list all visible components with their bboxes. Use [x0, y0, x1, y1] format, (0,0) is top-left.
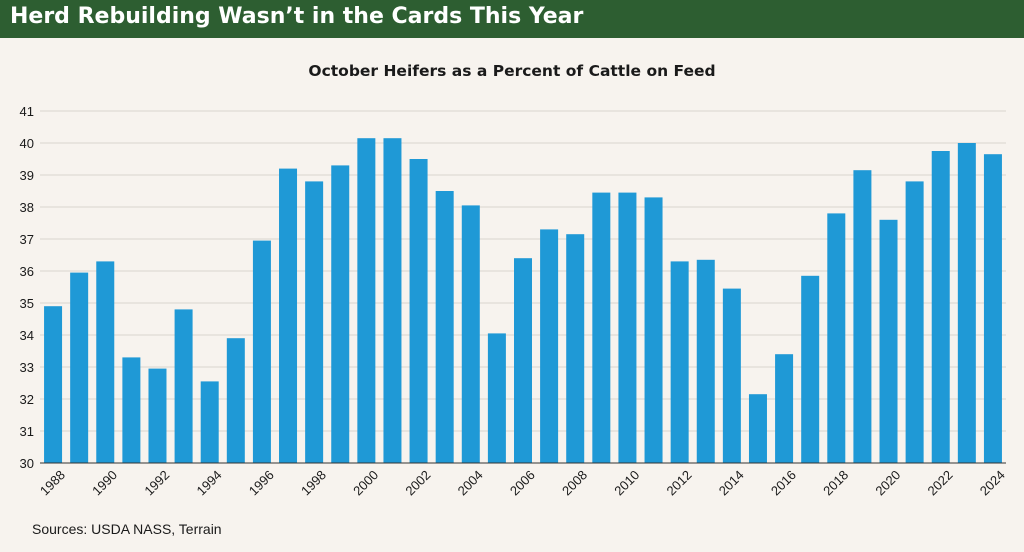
bar-1990	[96, 261, 115, 463]
x-tick-label: 2018	[820, 467, 851, 498]
x-tick-label: 2008	[559, 467, 590, 498]
source-note: Sources: USDA NASS, Terrain	[32, 521, 222, 537]
x-tick-label: 2012	[663, 467, 694, 498]
x-tick-label: 1992	[141, 467, 172, 498]
x-tick-label: 2010	[611, 467, 642, 498]
bar-1991	[122, 357, 141, 463]
page-title: Herd Rebuilding Wasn’t in the Cards This…	[10, 4, 584, 29]
x-tick-label: 1994	[194, 467, 225, 498]
chart-title: October Heifers as a Percent of Cattle o…	[308, 62, 716, 80]
x-tick-label: 1990	[89, 467, 120, 498]
bar-2017	[801, 275, 820, 463]
x-tick-label: 2022	[925, 467, 956, 498]
bar-2015	[748, 394, 767, 463]
x-tick-label: 1996	[246, 467, 277, 498]
bar-2001	[383, 138, 402, 463]
bar-2008	[566, 234, 585, 463]
y-tick-label: 41	[20, 104, 34, 119]
bar-1988	[44, 306, 63, 463]
y-tick-label: 40	[20, 136, 34, 151]
y-tick-label: 37	[20, 232, 34, 247]
bar-1996	[252, 240, 271, 463]
y-tick-label: 34	[20, 328, 34, 343]
y-tick-label: 33	[20, 360, 34, 375]
y-tick-label: 39	[20, 168, 34, 183]
bar-1998	[305, 181, 324, 463]
x-tick-label: 2014	[716, 467, 747, 498]
x-tick-label: 1998	[298, 467, 329, 498]
bar-2000	[357, 138, 376, 463]
bar-2012	[670, 261, 689, 463]
bar-2018	[827, 213, 846, 463]
bar-2022	[931, 151, 950, 463]
bar-2014	[722, 288, 741, 463]
bar-1997	[279, 168, 298, 463]
bar-2013	[696, 259, 715, 463]
y-tick-label: 35	[20, 296, 34, 311]
x-tick-label: 2020	[872, 467, 903, 498]
bar-1993	[174, 309, 193, 463]
bar-2007	[540, 229, 559, 463]
bar-1992	[148, 368, 167, 463]
x-tick-label: 2004	[455, 467, 486, 498]
bar-2021	[905, 181, 924, 463]
bar-2009	[592, 192, 611, 463]
header-bar: Herd Rebuilding Wasn’t in the Cards This…	[0, 0, 1024, 38]
y-tick-label: 30	[20, 456, 34, 471]
bar-1989	[70, 272, 89, 463]
y-tick-label: 38	[20, 200, 34, 215]
x-tick-label: 2024	[977, 467, 1008, 498]
x-tick-label: 2006	[507, 467, 538, 498]
bar-2020	[879, 219, 898, 463]
bar-2006	[514, 258, 532, 463]
bar-2024	[983, 154, 1002, 463]
bar-2011	[644, 197, 663, 463]
bar-2010	[618, 192, 637, 463]
bar-2023	[957, 143, 976, 463]
bar-1995	[226, 338, 245, 463]
x-tick-label: 2002	[402, 467, 433, 498]
x-tick-label: 2016	[768, 467, 799, 498]
bar-2016	[775, 354, 794, 463]
y-tick-label: 32	[20, 392, 34, 407]
bar-2004	[461, 205, 480, 463]
y-tick-label: 31	[20, 424, 34, 439]
bar-1994	[200, 381, 219, 463]
bar-2005	[487, 333, 506, 463]
bar-2019	[853, 170, 872, 463]
x-tick-label: 1988	[37, 467, 68, 498]
y-tick-label: 36	[20, 264, 34, 279]
bar-2003	[435, 191, 454, 463]
bar-2002	[409, 159, 428, 463]
x-tick-label: 2000	[350, 467, 381, 498]
bar-1999	[331, 165, 350, 463]
